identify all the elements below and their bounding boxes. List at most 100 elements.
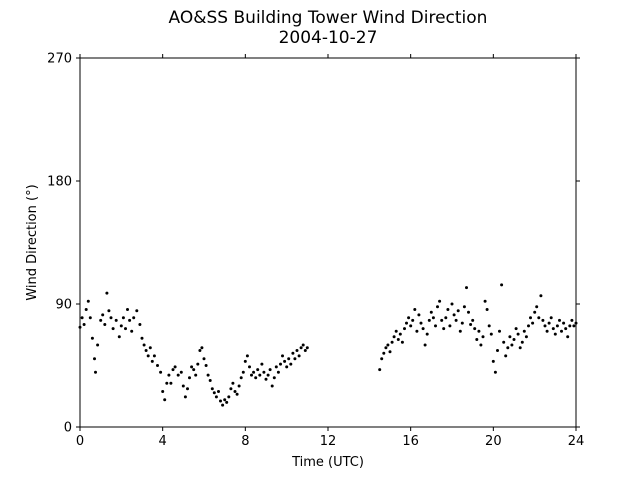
data-point	[281, 354, 284, 358]
data-point	[268, 368, 272, 372]
data-point	[260, 362, 264, 366]
data-point	[128, 318, 132, 322]
y-axis-label: Wind Direction (°)	[25, 184, 40, 300]
data-point	[469, 323, 473, 326]
data-point	[161, 390, 165, 393]
data-point	[516, 332, 520, 336]
data-point	[562, 321, 566, 325]
x-tick-label: 12	[320, 434, 337, 449]
data-point	[283, 359, 287, 363]
data-point	[415, 329, 419, 333]
y-tick-label: 270	[47, 52, 72, 67]
data-point	[487, 324, 491, 328]
data-points-group	[78, 283, 578, 407]
data-point	[295, 349, 299, 352]
data-point	[531, 321, 535, 325]
data-point	[514, 327, 518, 331]
x-tick-label: 8	[241, 434, 249, 449]
data-point	[481, 335, 485, 339]
data-point	[413, 308, 417, 311]
data-point	[382, 351, 386, 355]
data-point	[176, 373, 180, 377]
data-point	[425, 332, 429, 336]
data-point	[444, 316, 448, 320]
data-point	[500, 283, 504, 287]
data-point	[105, 291, 109, 295]
data-point	[553, 332, 557, 336]
data-point	[436, 305, 439, 309]
data-point	[287, 357, 291, 361]
data-point	[301, 343, 305, 347]
y-tick-label: 180	[47, 175, 72, 190]
data-point	[452, 313, 456, 317]
data-point	[130, 329, 134, 333]
data-point	[409, 324, 413, 328]
data-point	[96, 343, 100, 347]
data-point	[88, 316, 92, 320]
data-point	[510, 343, 514, 347]
data-point	[491, 359, 495, 363]
data-point	[431, 316, 435, 320]
data-point	[533, 310, 537, 314]
data-point	[173, 365, 177, 369]
data-point	[489, 332, 493, 336]
data-point	[196, 362, 200, 366]
data-point	[458, 329, 462, 333]
x-tick-label: 4	[159, 434, 167, 449]
y-tick-label: 90	[55, 298, 72, 313]
data-point	[190, 365, 194, 369]
data-point	[462, 305, 466, 309]
data-point	[434, 324, 437, 328]
data-point	[241, 370, 245, 374]
data-point	[493, 370, 497, 374]
data-point	[558, 318, 561, 322]
data-point	[210, 387, 214, 391]
data-point	[305, 346, 309, 350]
data-point	[285, 365, 289, 369]
data-point	[239, 376, 243, 380]
data-point	[223, 398, 227, 402]
data-point	[270, 384, 274, 388]
data-point	[419, 321, 423, 325]
data-point	[248, 365, 251, 369]
data-point	[262, 370, 266, 374]
data-point	[217, 390, 220, 393]
data-point	[539, 294, 543, 298]
data-point	[90, 336, 94, 340]
data-point	[543, 324, 547, 328]
data-point	[124, 327, 127, 331]
data-point	[524, 335, 528, 339]
data-point	[564, 327, 568, 331]
data-point	[535, 305, 539, 309]
data-point	[547, 321, 551, 325]
data-point	[537, 316, 541, 320]
data-point	[475, 338, 479, 341]
data-point	[390, 340, 394, 344]
data-point	[159, 370, 163, 374]
data-point	[479, 343, 483, 347]
data-point	[132, 316, 136, 320]
x-tick-label: 0	[76, 434, 84, 449]
data-point	[448, 324, 452, 328]
data-point	[99, 318, 103, 322]
data-point	[169, 381, 173, 385]
data-point	[442, 327, 446, 331]
data-point	[570, 318, 574, 322]
data-point	[502, 340, 506, 344]
data-point	[566, 335, 570, 339]
x-tick-label: 20	[485, 434, 502, 449]
data-point	[171, 368, 175, 372]
data-point	[485, 308, 489, 311]
data-point	[194, 373, 198, 377]
data-point	[231, 381, 235, 385]
data-point	[299, 346, 303, 350]
data-point	[388, 350, 392, 354]
chart-title: AO&SS Building Tower Wind Direction	[168, 8, 488, 28]
data-point	[454, 318, 458, 322]
data-point	[411, 318, 415, 322]
data-point	[403, 327, 406, 331]
data-point	[496, 349, 499, 352]
axis-ticks-group: 0 4 8 12 16 20 24 0 90 180 270	[47, 52, 584, 450]
data-point	[80, 316, 84, 320]
data-point	[84, 308, 88, 311]
